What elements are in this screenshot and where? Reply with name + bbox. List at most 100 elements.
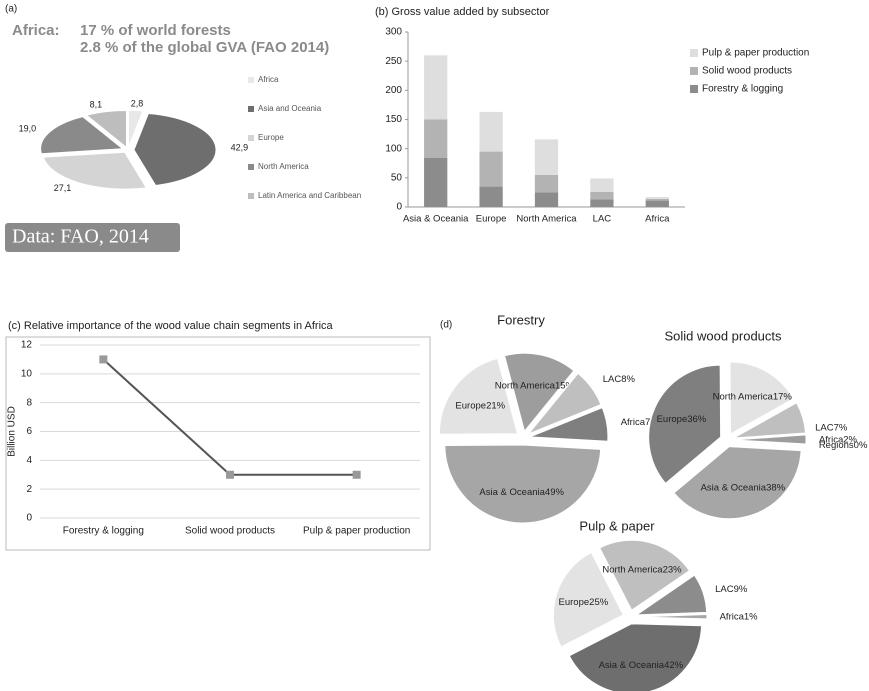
slice-label: Asia & Oceania42% [599, 659, 684, 670]
slice-label: Regions0% [819, 440, 868, 451]
y-tick-label: 300 [385, 27, 402, 38]
y-axis-label: Billion USD [7, 406, 18, 457]
slice-category: Regions [819, 440, 854, 451]
y-tick-label: 6 [26, 426, 32, 437]
legend-swatch [248, 193, 254, 199]
x-tick-label: LAC [593, 214, 612, 225]
bar-segment [479, 186, 503, 207]
chart-title: Solid wood products [664, 328, 782, 343]
x-tick-label: Solid wood products [185, 526, 275, 537]
y-tick-label: 10 [21, 368, 33, 379]
pie-slice [528, 372, 602, 435]
slice-category: North America [495, 380, 556, 391]
slice-category: Asia & Oceania [701, 482, 767, 493]
y-tick-label: 8 [26, 397, 32, 408]
pie-slice [529, 406, 609, 442]
slice-value: 1% [744, 611, 758, 622]
slice-label: North America15% [495, 380, 575, 391]
legend-label: Forestry & logging [702, 84, 783, 95]
slice-label: Europe36% [657, 413, 707, 424]
slice-category: Asia & Oceania [479, 486, 545, 497]
y-tick-label: 200 [385, 85, 402, 96]
pie-slice [85, 109, 127, 149]
slice-value: 15% [555, 380, 575, 391]
slice-label: Africa2% [819, 434, 858, 445]
legend-label: Pulp & paper production [702, 48, 809, 59]
slice-category: North America [602, 564, 663, 575]
bar-segment [479, 111, 503, 152]
slice-category: LAC [815, 422, 834, 433]
panel-label: (a) [5, 4, 17, 15]
y-tick-label: 250 [385, 56, 402, 67]
bar-segment [424, 119, 448, 158]
chart-title: Forestry [497, 312, 545, 327]
slice-label: Europe25% [559, 597, 609, 608]
value-label: 8,1 [90, 100, 103, 110]
slice-category: North America [713, 391, 774, 402]
legend-label: North America [258, 162, 309, 171]
y-tick-label: 50 [391, 172, 403, 183]
bar-segment [534, 139, 559, 175]
bar-segment [424, 55, 448, 120]
pie-slice [673, 446, 802, 520]
slice-value: 38% [766, 482, 786, 493]
bar-segment [590, 199, 614, 207]
value-label: 27,1 [54, 183, 72, 193]
x-tick-label: Pulp & paper production [303, 526, 410, 537]
marker [226, 470, 234, 479]
slice-value: 7% [834, 422, 848, 433]
panel-label: (d) [440, 320, 452, 331]
bar-segment [534, 192, 559, 207]
slice-category: Africa [720, 611, 745, 622]
pie-slice [568, 623, 703, 691]
slice-value: 9% [734, 584, 748, 595]
legend-swatch [248, 164, 254, 170]
marker [352, 470, 361, 479]
y-tick-label: 12 [21, 340, 33, 351]
pie-slice [634, 574, 708, 616]
y-tick-label: 150 [385, 114, 402, 125]
legend-swatch [690, 49, 698, 57]
slice-value: 8% [621, 374, 635, 385]
slice-category: Africa [621, 416, 646, 427]
annotation: Data: FAO, 2014 [12, 226, 149, 248]
slice-value: 21% [486, 400, 506, 411]
bar-segment [534, 174, 559, 193]
line [102, 358, 357, 476]
pie-slice [552, 551, 625, 648]
x-tick-label: Europe [476, 214, 507, 225]
x-tick-label: Forestry & logging [63, 526, 144, 537]
value-label: 42,9 [231, 142, 249, 152]
pie-slice [444, 444, 602, 524]
bar-segment [645, 198, 669, 201]
legend-swatch [248, 106, 254, 112]
y-tick-label: 0 [396, 202, 402, 213]
slice-label: Asia & Oceania49% [479, 486, 564, 497]
slice-label: Africa1% [720, 611, 759, 622]
title-lead: Africa: [12, 22, 60, 39]
slice-value: 0% [854, 440, 868, 451]
pie-slice [503, 352, 575, 433]
chart-title: 17 % of world forests [80, 22, 231, 39]
legend-swatch [248, 135, 254, 141]
slice-category: Asia & Oceania [599, 659, 665, 670]
bar-segment [645, 200, 669, 207]
value-label: 19,0 [19, 124, 37, 134]
legend-swatch [690, 85, 698, 93]
pie-slice [599, 539, 691, 611]
legend-swatch [248, 77, 254, 83]
pie-slice [133, 113, 217, 187]
y-tick-label: 2 [26, 484, 32, 495]
legend-swatch [690, 67, 698, 75]
plot-frame [5, 336, 431, 551]
x-tick-label: Asia & Oceania [403, 214, 469, 225]
slice-category: Europe [559, 597, 590, 608]
slice-value: 23% [663, 564, 683, 575]
value-label: 2,8 [131, 98, 144, 108]
slice-category: Europe [657, 413, 688, 424]
x-tick-label: Africa [645, 214, 670, 225]
legend-label: Africa [258, 75, 279, 84]
slice-label: LAC7% [815, 422, 848, 433]
slice-category: LAC [715, 584, 734, 595]
